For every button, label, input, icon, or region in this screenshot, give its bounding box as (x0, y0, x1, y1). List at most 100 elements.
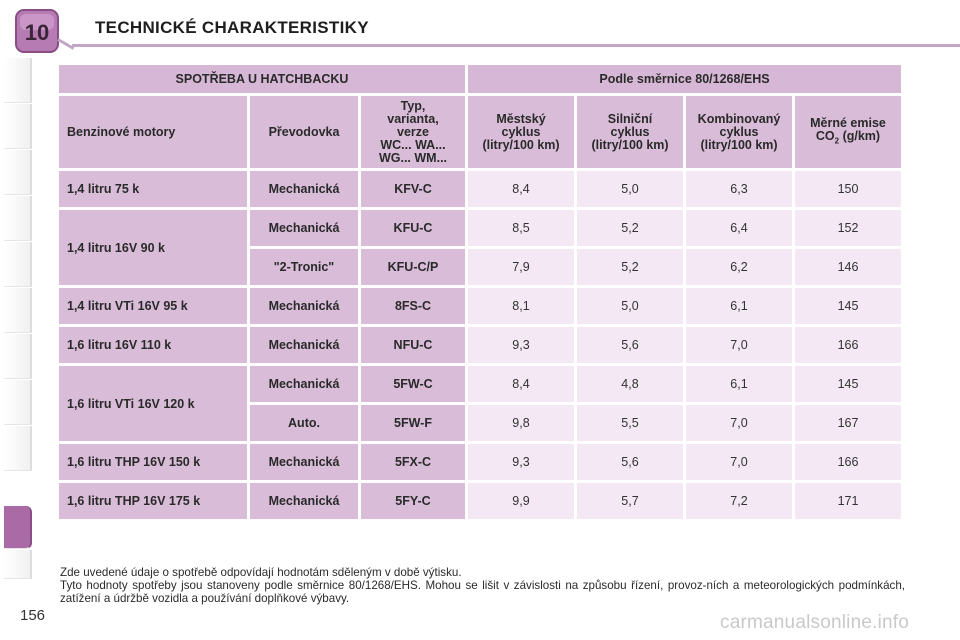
engine-cell: 1,4 litru 16V 90 k (59, 210, 247, 285)
table-row: Auto. 5FW-F 9,8 5,5 7,0 167 (59, 405, 901, 441)
gearbox-cell: Mechanická (250, 483, 358, 519)
extra-cell: 5,0 (577, 171, 683, 207)
combined-cell: 6,3 (686, 171, 792, 207)
extra-cell: 5,6 (577, 444, 683, 480)
type-cell: NFU-C (361, 327, 465, 363)
engine-cell: 1,4 litru 75 k (59, 171, 247, 207)
watermark: carmanualsonline.info (720, 612, 910, 633)
side-tab-active[interactable] (4, 506, 32, 549)
gearbox-cell: Mechanická (250, 444, 358, 480)
table-row: 1,6 litru THP 16V 175 k Mechanická 5FY-C… (59, 483, 901, 519)
table-row: 1,6 litru THP 16V 150 k Mechanická 5FX-C… (59, 444, 901, 480)
col-type-line: Typ, (400, 98, 426, 113)
co2-cell: 167 (795, 405, 901, 441)
engine-cell: 1,6 litru THP 16V 175 k (59, 483, 247, 519)
gearbox-cell: Auto. (250, 405, 358, 441)
urban-cell: 8,5 (468, 210, 574, 246)
type-cell: KFU-C/P (361, 249, 465, 285)
col-extra-line: cyklus (610, 124, 650, 139)
side-tab-5[interactable] (4, 242, 32, 287)
side-tab-4[interactable] (4, 196, 32, 241)
col-extra: Silniční cyklus (litry/100 km) (577, 96, 683, 168)
extra-cell: 5,5 (577, 405, 683, 441)
engine-cell: 1,6 litru THP 16V 150 k (59, 444, 247, 480)
gearbox-cell: Mechanická (250, 327, 358, 363)
type-cell: KFU-C (361, 210, 465, 246)
extra-cell: 5,0 (577, 288, 683, 324)
combined-cell: 7,0 (686, 327, 792, 363)
urban-cell: 8,4 (468, 366, 574, 402)
side-tab-11[interactable] (4, 550, 32, 579)
extra-cell: 4,8 (577, 366, 683, 402)
combined-cell: 7,0 (686, 444, 792, 480)
col-extra-line: Silniční (607, 111, 653, 126)
engine-cell: 1,4 litru VTi 16V 95 k (59, 288, 247, 324)
table-row: 1,4 litru 75 k Mechanická KFV-C 8,4 5,0 … (59, 171, 901, 207)
type-cell: 5FY-C (361, 483, 465, 519)
gearbox-cell: Mechanická (250, 288, 358, 324)
table-row: "2-Tronic" KFU-C/P 7,9 5,2 6,2 146 (59, 249, 901, 285)
side-tab-2[interactable] (4, 104, 32, 149)
col-combined-line: cyklus (719, 124, 759, 139)
engine-cell: 1,6 litru 16V 110 k (59, 327, 247, 363)
col-type-line: varianta, (387, 111, 439, 126)
co2-cell: 145 (795, 288, 901, 324)
extra-cell: 5,7 (577, 483, 683, 519)
urban-cell: 9,9 (468, 483, 574, 519)
page-number: 156 (20, 607, 46, 624)
side-tab-6[interactable] (4, 288, 32, 333)
combined-cell: 6,1 (686, 288, 792, 324)
extra-cell: 5,2 (577, 249, 683, 285)
extra-cell: 5,2 (577, 210, 683, 246)
engine-cell: 1,6 litru VTi 16V 120 k (59, 366, 247, 441)
col-co2: Měrné emise CO2 (g/km) (795, 96, 901, 168)
combined-cell: 6,4 (686, 210, 792, 246)
gearbox-cell: "2-Tronic" (250, 249, 358, 285)
group-header-left: SPOTŘEBA U HATCHBACKU (59, 65, 465, 93)
page-title: TECHNICKÉ CHARAKTERISTIKY (95, 18, 369, 37)
table-row: 1,4 litru 16V 90 k Mechanická KFU-C 8,5 … (59, 210, 901, 285)
page-header: 10 TECHNICKÉ CHARAKTERISTIKY (0, 0, 960, 60)
side-tab-9[interactable] (4, 426, 32, 471)
chapter-badge: 10 (15, 9, 59, 53)
urban-cell: 9,3 (468, 327, 574, 363)
col-extra-line: (litry/100 km) (591, 137, 669, 152)
col-urban-line: Městský (496, 111, 546, 126)
side-tab-7[interactable] (4, 334, 32, 379)
combined-cell: 7,0 (686, 405, 792, 441)
type-cell: 5FW-F (361, 405, 465, 441)
co2-cell: 166 (795, 327, 901, 363)
side-tabs (0, 58, 34, 579)
col-co2-co: CO (815, 128, 835, 143)
gearbox-cell: Mechanická (250, 366, 358, 402)
co2-cell: 150 (795, 171, 901, 207)
side-tab-1[interactable] (4, 58, 32, 103)
gearbox-cell: Mechanická (250, 171, 358, 207)
chapter-number: 10 (25, 20, 49, 45)
footnote-line: Zde uvedené údaje o spotřebě odpovídají … (60, 566, 462, 579)
col-type-line: WC... WA... (380, 137, 446, 152)
side-tab-3[interactable] (4, 150, 32, 195)
col-co2-sub: 2 (834, 136, 840, 146)
col-gearbox: Převodovka (250, 96, 358, 168)
combined-cell: 7,2 (686, 483, 792, 519)
col-co2-line1: Měrné emise (810, 115, 886, 130)
col-type-line: WG... WM... (378, 150, 448, 165)
col-co2-unit: (g/km) (839, 128, 881, 143)
urban-cell: 8,1 (468, 288, 574, 324)
urban-cell: 7,9 (468, 249, 574, 285)
type-cell: 5FX-C (361, 444, 465, 480)
header-rule (72, 44, 960, 47)
urban-cell: 9,8 (468, 405, 574, 441)
col-urban-line: cyklus (501, 124, 541, 139)
col-urban: Městský cyklus (litry/100 km) (468, 96, 574, 168)
side-tab-8[interactable] (4, 380, 32, 425)
gearbox-cell: Mechanická (250, 210, 358, 246)
col-type-line: verze (397, 124, 429, 139)
extra-cell: 5,6 (577, 327, 683, 363)
urban-cell: 9,3 (468, 444, 574, 480)
footnote-line: Tyto hodnoty spotřeby jsou stanoveny pod… (60, 579, 905, 605)
type-cell: KFV-C (361, 171, 465, 207)
table-row: 1,6 litru 16V 110 k Mechanická NFU-C 9,3… (59, 327, 901, 363)
type-cell: 8FS-C (361, 288, 465, 324)
